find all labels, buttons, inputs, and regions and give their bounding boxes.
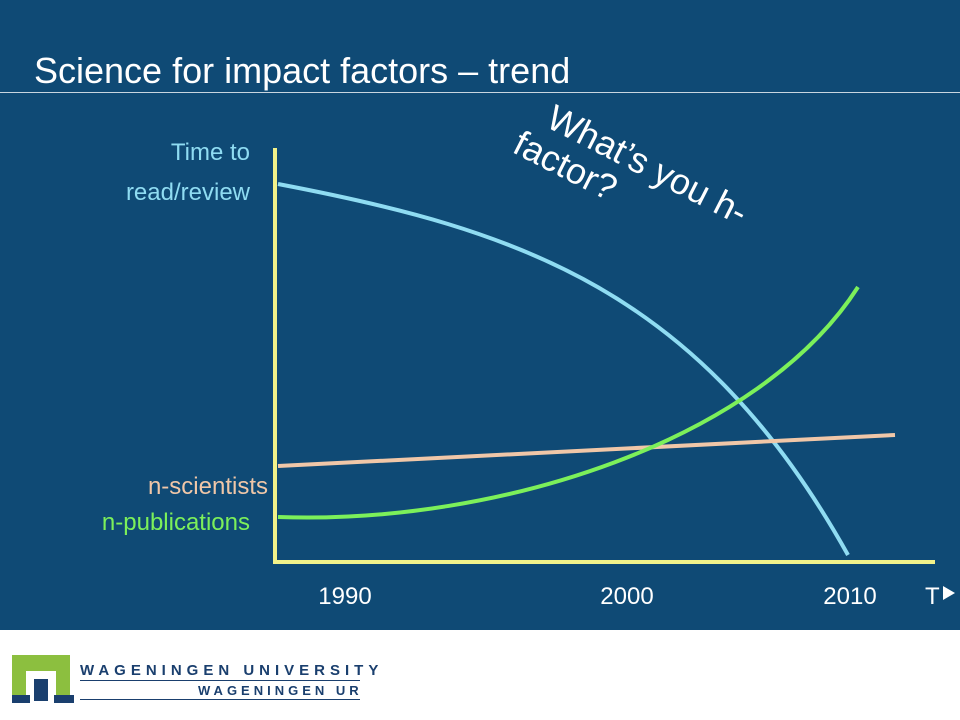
title-divider — [0, 92, 960, 93]
series-line-time-to-read-review — [277, 182, 850, 556]
footer — [0, 630, 960, 720]
footer-rule-bottom — [80, 699, 360, 700]
slide-background — [0, 0, 960, 630]
university-logo-icon — [12, 655, 74, 703]
x-axis-end-label: T — [925, 583, 940, 610]
university-ur: WAGENINGEN UR — [198, 683, 363, 698]
footer-rule-top — [80, 680, 360, 681]
series-line-n-publications — [277, 285, 860, 520]
university-name: WAGENINGEN UNIVERSITY — [80, 662, 384, 679]
x-tick-label-1990: 1990 — [318, 583, 371, 610]
x-tick-label-2010: 2010 — [823, 583, 876, 610]
x-tick-label-2000: 2000 — [600, 583, 653, 610]
trend-chart: Time to read/review n-scientists n-publi… — [102, 96, 955, 610]
x-axis-arrowhead — [943, 586, 955, 600]
label-time-to: Time to — [171, 139, 250, 166]
label-read-review: read/review — [126, 179, 251, 206]
series-line-n-scientists — [277, 433, 896, 468]
label-n-publications: n-publications — [102, 509, 250, 536]
label-n-scientists: n-scientists — [148, 473, 268, 500]
annotation-h-factor: What’s you h- factor? — [507, 96, 754, 232]
slide-title: Science for impact factors – trend — [34, 50, 571, 91]
